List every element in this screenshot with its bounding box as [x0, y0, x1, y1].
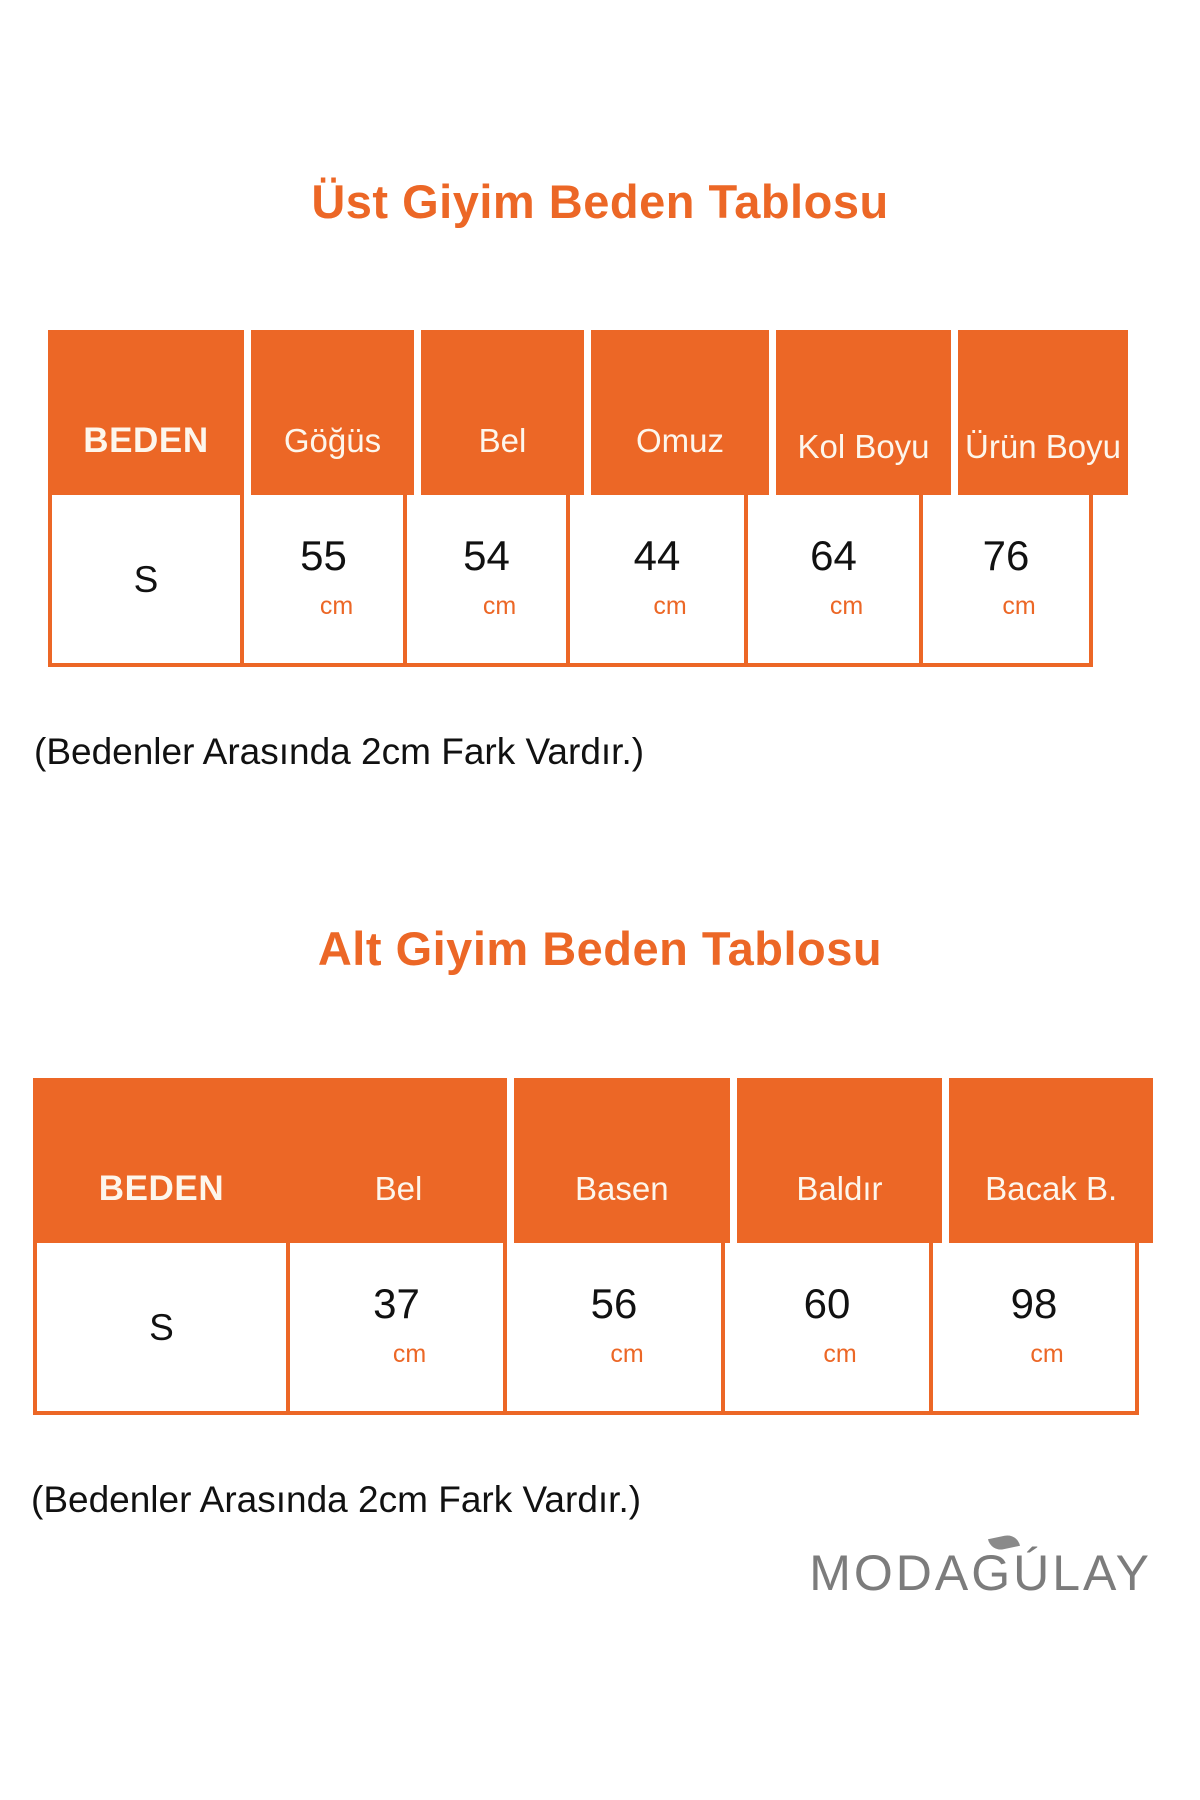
- lower-table-note: (Bedenler Arasında 2cm Fark Vardır.): [31, 1479, 642, 1520]
- lower-table-title: Alt Giyim Beden Tablosu: [317, 922, 883, 975]
- lower-header-beden-bel-group: BEDEN Bel: [33, 1078, 507, 1243]
- upper-header-omuz: Omuz: [591, 330, 769, 495]
- brand-logo-text: MODAGÚLAY: [809, 1533, 1152, 1601]
- lower-header-basen: Basen: [514, 1078, 730, 1243]
- upper-table-note: (Bedenler Arasında 2cm Fark Vardır.): [34, 731, 645, 772]
- table-row: S 37 cm 56 cm 60 cm 98 cm: [33, 1243, 1153, 1415]
- upper-cell-kol-boyu: 64 cm: [748, 495, 923, 667]
- upper-table-header-row: BEDEN Göğüs Bel Omuz Kol Boyu Ürün Boyu: [48, 330, 1148, 495]
- upper-cell-urun-boyu: 76 cm: [923, 495, 1093, 667]
- lower-table-header-row: BEDEN Bel Basen Baldır Bacak B.: [33, 1078, 1153, 1243]
- lower-cell-bel: 37 cm: [290, 1243, 507, 1415]
- brand-name: MODAGÚLAY: [809, 1545, 1152, 1601]
- table-row: S 55 cm 54 cm 44 cm 64 cm 76 cm: [48, 495, 1148, 667]
- brand-logo: MODAGÚLAY: [0, 1533, 1200, 1601]
- lower-header-bel: Bel: [374, 1170, 423, 1208]
- upper-header-beden: BEDEN: [48, 330, 244, 495]
- lower-size-table: BEDEN Bel Basen Baldır Bacak B. S 37 cm: [33, 1078, 1153, 1415]
- lower-cell-size: S: [33, 1243, 290, 1415]
- upper-cell-size: S: [48, 495, 244, 667]
- upper-table-title: Üst Giyim Beden Tablosu: [311, 175, 889, 228]
- lower-cell-basen: 56 cm: [507, 1243, 725, 1415]
- upper-header-urun-boyu: Ürün Boyu: [958, 330, 1128, 495]
- upper-header-kol-boyu: Kol Boyu: [776, 330, 951, 495]
- lower-cell-bacak-b: 98 cm: [933, 1243, 1139, 1415]
- lower-header-beden: BEDEN: [98, 1168, 225, 1208]
- upper-size-table: BEDEN Göğüs Bel Omuz Kol Boyu Ürün Boyu …: [48, 330, 1148, 667]
- upper-cell-bel: 54 cm: [407, 495, 570, 667]
- lower-header-bacak-b: Bacak B.: [949, 1078, 1153, 1243]
- upper-cell-gogus: 55 cm: [244, 495, 407, 667]
- upper-cell-omuz: 44 cm: [570, 495, 748, 667]
- upper-header-gogus: Göğüs: [251, 330, 414, 495]
- upper-header-bel: Bel: [421, 330, 584, 495]
- lower-header-baldir: Baldır: [736, 1078, 943, 1243]
- lower-cell-baldir: 60 cm: [725, 1243, 933, 1415]
- lower-header-divider-hairline: [290, 1170, 293, 1243]
